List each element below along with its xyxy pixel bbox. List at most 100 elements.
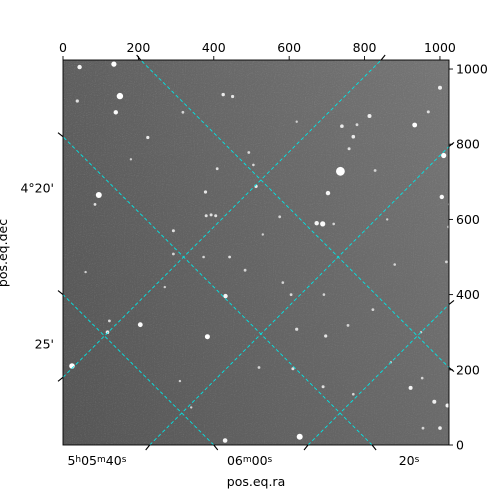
star-51: [204, 334, 210, 340]
star-19: [171, 229, 175, 233]
star-6: [181, 110, 185, 114]
ra-tick-labels: 5h05m40s 06m00s 20s: [67, 453, 419, 468]
coordinate-grid: [63, 60, 500, 445]
dec-grid-line-3: [63, 136, 373, 445]
image-area: [63, 60, 449, 445]
star-44: [223, 293, 228, 299]
star-8: [231, 94, 235, 99]
bottom-grid-tick-8: [371, 444, 377, 451]
star-56: [291, 367, 295, 371]
star-36: [439, 194, 444, 200]
star-41: [228, 255, 232, 259]
right-tick-label-3: 600: [456, 212, 480, 227]
star-0: [77, 64, 82, 70]
star-20: [355, 123, 359, 127]
star-54: [346, 324, 350, 327]
right-tick-label-2: 400: [456, 287, 480, 302]
star-33: [438, 85, 442, 90]
star-64: [445, 403, 449, 408]
ra-tick-label-0: 5h05m40s: [67, 453, 126, 468]
star-1: [111, 61, 117, 67]
bottom-grid-tick-4: [303, 444, 309, 451]
dec-tick-label-1: 25': [35, 337, 54, 352]
dec-tick-labels: 4°20' 25': [20, 181, 54, 352]
star-50: [108, 319, 111, 323]
right-tick-label-5: 1000: [456, 62, 488, 77]
sky-shading: [63, 60, 449, 445]
top-tick-label-5: 1000: [424, 40, 456, 55]
left-grid-tick-9: [57, 132, 64, 138]
star-46: [281, 281, 285, 284]
star-53: [324, 334, 328, 338]
star-77: [84, 270, 87, 274]
ra-tick-label-2: 20s: [399, 453, 420, 468]
star-13: [203, 190, 208, 194]
top-grid-tick-10: [136, 54, 142, 61]
star-47: [322, 293, 326, 296]
star-70: [393, 263, 397, 266]
star-27: [325, 190, 331, 196]
star-69: [178, 379, 182, 383]
tick-marks: [57, 54, 455, 451]
star-35: [441, 152, 447, 159]
dec-tick-label-0: 4°20': [20, 181, 54, 196]
star-11: [252, 163, 255, 167]
star-65: [421, 426, 425, 430]
star-55: [371, 308, 375, 311]
right-tick-label-4: 800: [456, 137, 480, 152]
star-67: [296, 433, 303, 440]
star-57: [257, 366, 261, 369]
star-48: [137, 322, 143, 328]
right-tick-label-0: 0: [456, 438, 464, 453]
star-43: [202, 255, 205, 259]
star-24: [367, 114, 372, 118]
star-76: [386, 218, 389, 221]
star-34: [426, 110, 430, 114]
star-26: [336, 166, 345, 176]
star-60: [352, 392, 355, 396]
star-52: [295, 327, 299, 331]
star-18: [214, 214, 218, 218]
star-74: [261, 233, 264, 236]
star-61: [408, 385, 413, 390]
top-tick-label-3: 600: [277, 40, 301, 55]
star-38: [445, 260, 448, 264]
star-21: [340, 124, 344, 128]
left-grid-tick-7: [57, 290, 64, 296]
star-63: [432, 399, 437, 404]
star-22: [351, 134, 356, 139]
star-25: [347, 147, 351, 151]
star-49: [105, 330, 110, 335]
star-73: [163, 285, 166, 289]
star-16: [204, 214, 208, 218]
star-7: [221, 92, 225, 97]
star-75: [295, 120, 298, 123]
stars-layer: [69, 61, 449, 443]
ra-grid-line-0: [63, 60, 382, 378]
pixel-y-tick-labels: 0 200 400 600 800 1000: [456, 62, 488, 453]
dec-grid-line-2: [63, 293, 215, 445]
star-4: [75, 99, 79, 103]
dec-grid-line-4: [140, 60, 449, 369]
top-tick-label-4: 800: [353, 40, 377, 55]
star-5: [146, 135, 150, 140]
right-tick-label-1: 200: [456, 362, 480, 377]
star-40: [172, 252, 175, 256]
star-28: [314, 221, 319, 226]
star-42: [243, 268, 247, 272]
star-72: [129, 158, 133, 161]
star-3: [113, 110, 119, 115]
star-59: [321, 385, 325, 389]
right-grid-tick-11: [448, 367, 455, 372]
pixel-x-tick-labels: 0 200 400 600 800 1000: [59, 40, 456, 55]
ra-grid-line-3: [463, 60, 500, 445]
star-45: [289, 293, 293, 296]
bottom-grid-tick-2: [145, 444, 151, 451]
top-tick-label-0: 0: [59, 40, 67, 55]
star-66: [438, 426, 442, 430]
star-30: [278, 215, 282, 219]
star-68: [222, 438, 228, 443]
ra-tick-label-1: 06m00s: [227, 453, 273, 468]
star-31: [332, 222, 336, 226]
